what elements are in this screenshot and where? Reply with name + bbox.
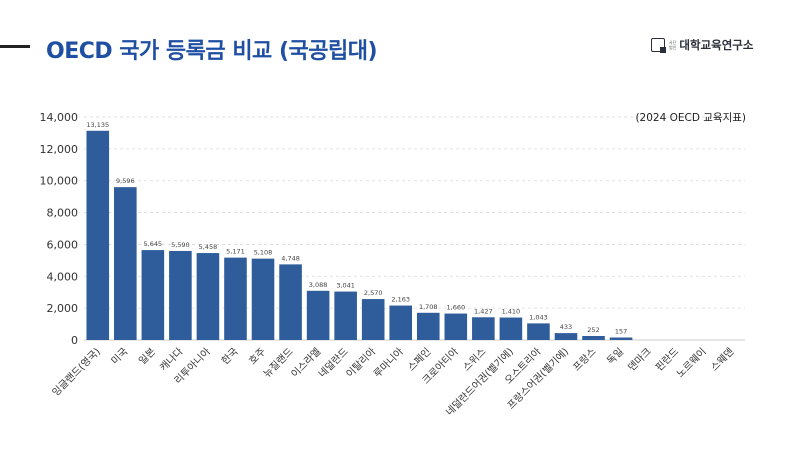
logo-small-bottom: 법인 [669, 45, 677, 50]
y-tick-label: 12,000 [40, 143, 79, 156]
y-tick-label: 4,000 [47, 270, 79, 283]
data-label: 252 [587, 326, 599, 334]
data-label: 433 [560, 323, 572, 331]
title-accent-line [0, 45, 30, 48]
data-label: 5,590 [171, 241, 190, 249]
x-tick-label: 잉글랜드(영국) [50, 346, 103, 399]
bar [389, 305, 413, 340]
institute-logo: 사단 법인 대학교육연구소 [651, 36, 753, 54]
bar [251, 258, 275, 340]
x-tick-label: 노르웨이 [674, 346, 709, 381]
data-label: 1,660 [447, 304, 466, 312]
x-tick-label: 독일 [605, 346, 627, 368]
x-tick-label: 미국 [109, 346, 131, 368]
logo-name: 대학교육연구소 [679, 38, 754, 52]
bar [86, 130, 110, 340]
data-label: 1,427 [474, 307, 493, 315]
data-label: 3,041 [336, 282, 355, 290]
data-label: 5,645 [144, 240, 163, 248]
bar [416, 312, 440, 340]
square-logo-icon [651, 38, 666, 53]
data-label: 2,163 [391, 296, 410, 304]
bar [499, 317, 523, 340]
page-title: OECD 국가 등록금 비교 (국공립대) [46, 39, 378, 64]
y-tick-label: 0 [71, 334, 78, 347]
data-label: 157 [615, 327, 627, 335]
x-tick-label: 스웨덴 [708, 346, 736, 374]
bar [114, 187, 137, 340]
data-label: 5,458 [199, 243, 218, 251]
x-tick-label: 일본 [136, 346, 158, 368]
data-label: 1,043 [529, 313, 548, 321]
x-tick-label: 호주 [247, 346, 269, 368]
bar [609, 337, 633, 340]
source-annotation: (2024 OECD 교육지표) [635, 112, 746, 124]
data-label: 5,108 [254, 249, 273, 257]
data-label: 5,171 [226, 248, 245, 256]
bar [361, 299, 385, 340]
x-tick-label: 네덜란드 [316, 346, 351, 381]
bar [141, 250, 165, 340]
x-tick-label: 이스라엘 [288, 345, 323, 380]
data-label: 13,135 [86, 121, 109, 129]
bar [279, 264, 302, 340]
data-label: 3,088 [309, 281, 328, 289]
bar [306, 290, 330, 340]
bar [169, 250, 192, 340]
bar [444, 313, 468, 340]
data-label: 1,708 [419, 303, 438, 311]
logo-small-text: 사단 법인 [669, 40, 676, 50]
bar [472, 317, 495, 340]
bar [224, 257, 247, 340]
y-tick-label: 14,000 [40, 111, 79, 124]
y-tick-label: 6,000 [47, 238, 79, 251]
data-label: 4,748 [281, 254, 300, 262]
bar [527, 323, 550, 340]
x-tick-label: 한국 [219, 346, 241, 368]
bar [582, 335, 605, 340]
y-tick-label: 2,000 [47, 302, 79, 315]
y-tick-label: 10,000 [40, 175, 79, 188]
data-label: 2,570 [364, 289, 383, 297]
x-tick-label: 이탈리아 [343, 345, 378, 380]
data-label: 1,410 [502, 308, 521, 316]
bar [196, 253, 220, 340]
logo-small-top: 사단 [669, 40, 677, 45]
x-tick-label: 덴마크 [626, 346, 654, 374]
x-tick-label: 뉴질랜드 [261, 346, 296, 381]
x-tick-label: 루마니아 [371, 346, 406, 381]
bar [334, 291, 357, 340]
bar [554, 333, 578, 340]
x-tick-label: 프랑스 [571, 346, 599, 374]
data-label: 9,596 [116, 177, 135, 185]
y-tick-label: 8,000 [47, 207, 79, 220]
